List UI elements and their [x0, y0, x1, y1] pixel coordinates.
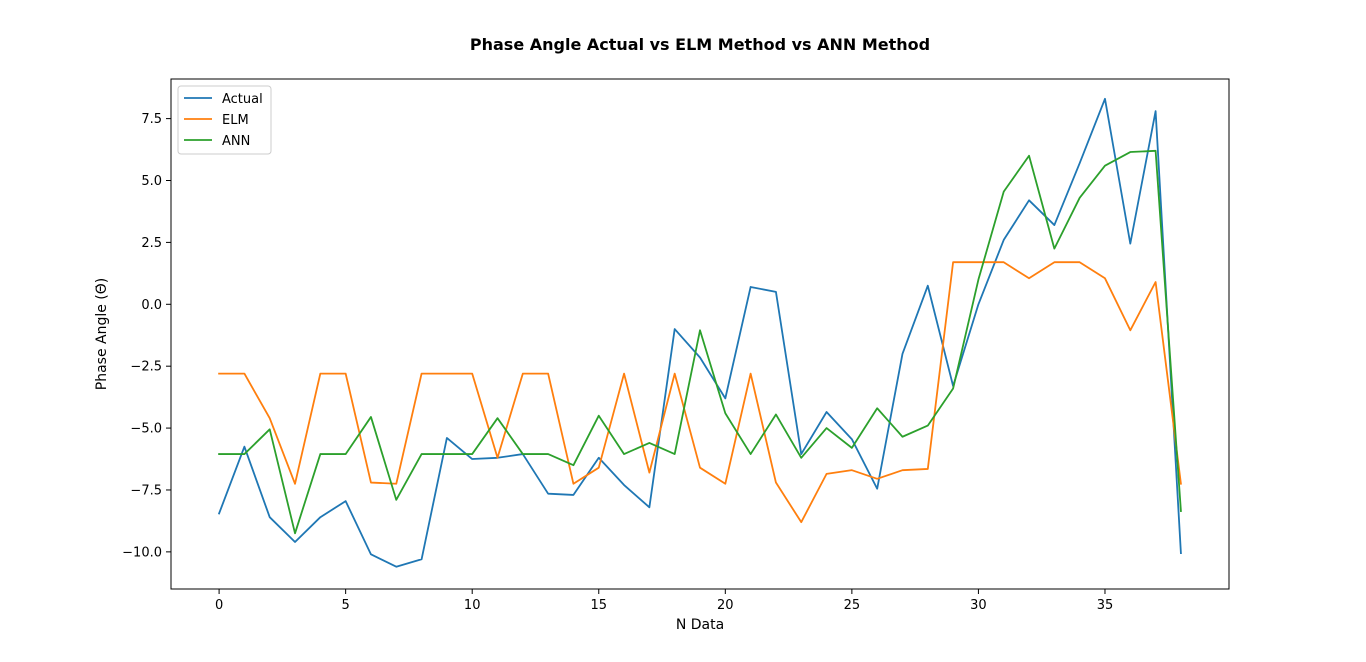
- legend-box: [177, 85, 272, 155]
- x-tick-label: 30: [970, 598, 987, 613]
- legend-label-ann: ANN: [222, 134, 250, 149]
- x-tick-label: 35: [1097, 598, 1114, 613]
- x-tick-label: 15: [590, 598, 607, 613]
- x-tick-label: 20: [717, 598, 734, 613]
- x-tick-label: 10: [464, 598, 481, 613]
- x-axis: 0 5 10 15 20 25 30 35: [215, 589, 1113, 613]
- x-axis-label: N Data: [676, 617, 724, 633]
- legend-label-elm: ELM: [222, 113, 249, 128]
- y-tick-label: 2.5: [141, 236, 162, 251]
- x-tick-label: 0: [215, 598, 223, 613]
- y-tick-label: −2.5: [130, 360, 162, 375]
- chart-title: Phase Angle Actual vs ELM Method vs ANN …: [470, 35, 930, 54]
- y-axis-label: Phase Angle (Θ̇): [94, 278, 110, 391]
- legend: Actual ELM ANN: [177, 85, 272, 155]
- series-line-ann: [218, 149, 1182, 535]
- y-tick-label: −5.0: [130, 422, 162, 437]
- series-layer: [217, 97, 1182, 568]
- series-line-actual: [217, 97, 1182, 568]
- plot-area-frame: [170, 78, 1230, 590]
- y-axis: −10.0 −7.5 −5.0 −2.5 0.0 2.5 5.0 7.5: [122, 112, 171, 560]
- legend-label-actual: Actual: [222, 92, 263, 107]
- x-tick-label: 5: [342, 598, 350, 613]
- series-line-elm: [218, 261, 1182, 524]
- y-tick-label: 7.5: [141, 112, 162, 127]
- y-tick-label: −10.0: [122, 545, 162, 560]
- x-tick-label: 25: [844, 598, 861, 613]
- y-tick-label: −7.5: [130, 483, 162, 498]
- y-tick-label: 0.0: [141, 298, 162, 313]
- y-tick-label: 5.0: [141, 174, 162, 189]
